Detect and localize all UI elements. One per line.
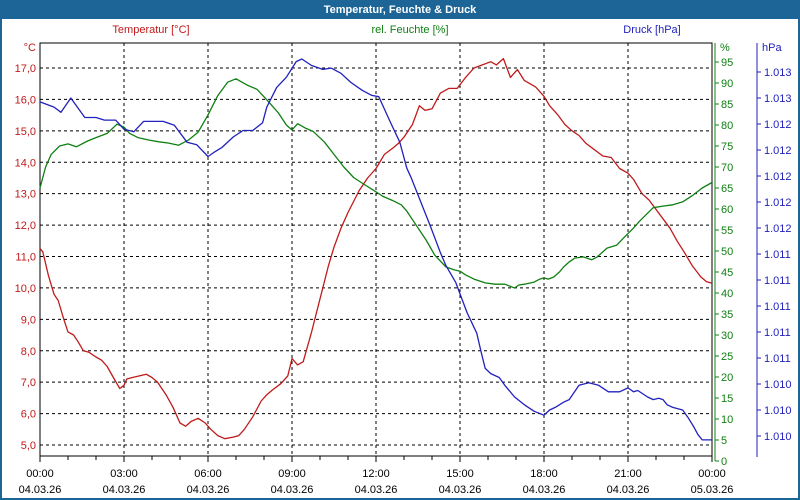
x-date-label: 04.03.26 [523,484,566,496]
x-time-label: 06:00 [194,468,222,480]
x-date-label: 04.03.26 [103,484,146,496]
temp-tick-label: 12,0 [15,220,36,232]
pressure-tick-label: 1.012 [764,197,792,209]
legend-temperature: Temperatur [°C] [112,24,189,36]
x-date-label: 04.03.26 [607,484,650,496]
pressure-tick-label: 1.013 [764,67,792,79]
humidity-tick-label: 85 [721,99,733,111]
pressure-curve [39,58,712,441]
x-time-label: 00:00 [698,468,726,480]
legend-humidity: rel. Feuchte [%] [371,24,448,36]
legend-pressure: Druck [hPa] [623,24,680,36]
temp-tick-label: 9,0 [21,314,36,326]
humidity-tick-label: 80 [721,120,733,132]
pressure-tick-label: 1.010 [764,431,792,443]
temp-tick-label: 14,0 [15,157,36,169]
humidity-tick-label: 30 [721,330,733,342]
x-date-label: 04.03.26 [271,484,314,496]
pressure-tick-label: 1.011 [764,327,791,339]
humidity-tick-label: 0 [721,456,727,468]
x-time-label: 12:00 [362,468,390,480]
humidity-tick-label: 15 [721,393,733,405]
plot-area: 17,0 16,0 15,0 14,0 13,0 12,0 11,0 10,0 9,0 8,0 7,… [15,42,792,496]
pressure-tick-label: 1.010 [764,379,792,391]
x-date-label: 04.03.26 [187,484,230,496]
humidity-axis-unit: % [720,42,730,54]
temp-tick-label: 16,0 [15,94,36,106]
x-time-label: 15:00 [446,468,474,480]
x-date-label: 05.03.26 [691,484,734,496]
humidity-tick-label: 55 [721,225,733,237]
x-date-label: 04.03.26 [439,484,482,496]
pressure-tick-label: 1.012 [764,119,792,131]
temp-tick-label: 8,0 [21,346,36,358]
temp-tick-label: 7,0 [21,377,36,389]
temp-tick-label: 11,0 [15,252,36,264]
pressure-tick-label: 1.011 [764,275,791,287]
pressure-tick-label: 1.013 [764,93,792,105]
humidity-tick-label: 50 [721,246,733,258]
temperature-curve [39,57,713,440]
pressure-tick-label: 1.011 [764,353,791,365]
humidity-tick-label: 90 [721,78,733,90]
temp-tick-label: 5,0 [21,440,36,452]
humidity-tick-label: 20 [721,372,733,384]
humidity-tick-label: 25 [721,351,733,363]
humidity-tick-label: 35 [721,309,733,321]
humidity-curve [39,78,713,289]
humidity-tick-label: 65 [721,183,733,195]
humidity-tick-label: 75 [721,141,733,153]
x-time-label: 18:00 [530,468,558,480]
pressure-tick-label: 1.012 [764,145,792,157]
pressure-tick-label: 1.012 [764,223,792,235]
x-time-label: 09:00 [278,468,306,480]
temp-tick-label: 10,0 [15,283,36,295]
humidity-tick-label: 60 [721,204,733,216]
temp-tick-label: 13,0 [15,189,36,201]
humidity-tick-label: 5 [721,435,727,447]
pressure-tick-label: 1.012 [764,171,792,183]
humidity-tick-label: 40 [721,288,733,300]
x-date-label: 04.03.26 [355,484,398,496]
humidity-tick-label: 95 [721,57,733,69]
temp-tick-label: 6,0 [21,409,36,421]
temp-tick-label: 17,0 [15,63,36,75]
x-time-label: 00:00 [26,468,54,480]
title-bar: Temperatur, Feuchte & Druck [2,2,798,19]
x-date-label: 04.03.26 [19,484,62,496]
temp-tick-label: 15,0 [15,126,36,138]
pressure-axis-unit: hPa [762,42,782,54]
window-title: Temperatur, Feuchte & Druck [323,4,477,16]
temperature-axis-unit: °C [24,42,36,54]
humidity-tick-label: 70 [721,162,733,174]
x-time-label: 21:00 [614,468,642,480]
pressure-tick-label: 1.011 [764,301,791,313]
pressure-tick-label: 1.011 [764,249,791,261]
humidity-tick-label: 10 [721,414,733,426]
humidity-tick-label: 45 [721,267,733,279]
pressure-tick-label: 1.010 [764,405,792,417]
x-time-label: 03:00 [110,468,138,480]
